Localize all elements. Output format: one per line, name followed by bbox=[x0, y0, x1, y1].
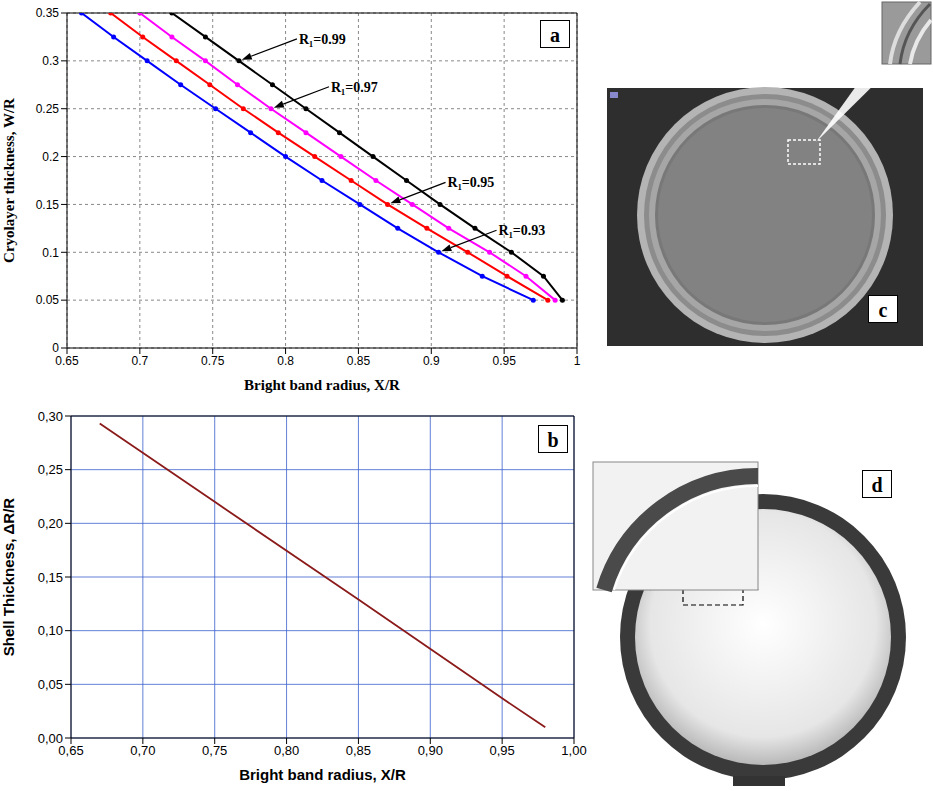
svg-text:0.9: 0.9 bbox=[423, 354, 440, 368]
svg-text:0.05: 0.05 bbox=[36, 293, 60, 307]
svg-text:0.65: 0.65 bbox=[55, 354, 79, 368]
svg-text:R₁=0.97: R₁=0.97 bbox=[331, 80, 378, 95]
svg-text:0,80: 0,80 bbox=[274, 743, 299, 758]
svg-text:0.8: 0.8 bbox=[277, 354, 294, 368]
svg-text:0.25: 0.25 bbox=[36, 102, 60, 116]
svg-text:R₁=0.95: R₁=0.95 bbox=[448, 175, 495, 190]
svg-text:0.15: 0.15 bbox=[36, 198, 60, 212]
svg-text:0.2: 0.2 bbox=[42, 150, 59, 164]
svg-text:0,30: 0,30 bbox=[38, 409, 63, 424]
html-text:c: c bbox=[878, 299, 888, 321]
svg-text:0.95: 0.95 bbox=[492, 354, 516, 368]
html-text:d: d bbox=[871, 474, 883, 496]
svg-text:Shell Thickness, ΔR/R: Shell Thickness, ΔR/R bbox=[0, 498, 17, 656]
svg-text:0,75: 0,75 bbox=[202, 743, 227, 758]
svg-text:1,00: 1,00 bbox=[561, 743, 586, 758]
svg-text:0.85: 0.85 bbox=[347, 354, 371, 368]
svg-text:0.3: 0.3 bbox=[42, 54, 59, 68]
html-text:b: b bbox=[547, 429, 559, 451]
svg-text:0,10: 0,10 bbox=[38, 623, 63, 638]
svg-text:Bright band radius, X/R: Bright band radius, X/R bbox=[239, 766, 406, 783]
svg-text:0,00: 0,00 bbox=[38, 731, 63, 746]
svg-text:0.7: 0.7 bbox=[132, 354, 149, 368]
svg-text:R₁=0.99: R₁=0.99 bbox=[299, 32, 346, 47]
svg-text:0,25: 0,25 bbox=[38, 462, 63, 477]
svg-text:0,15: 0,15 bbox=[38, 570, 63, 585]
svg-text:0,95: 0,95 bbox=[489, 743, 514, 758]
svg-text:R₁=0.93: R₁=0.93 bbox=[499, 223, 546, 238]
svg-text:Bright band radius, X/R: Bright band radius, X/R bbox=[244, 377, 400, 393]
html-text:a: a bbox=[550, 24, 560, 46]
svg-text:0.1: 0.1 bbox=[42, 246, 59, 260]
svg-text:0,65: 0,65 bbox=[58, 743, 84, 759]
svg-text:0: 0 bbox=[52, 341, 59, 355]
svg-text:1: 1 bbox=[574, 354, 581, 368]
svg-text:Cryolayer thickness, W/R: Cryolayer thickness, W/R bbox=[1, 98, 17, 263]
svg-text:0.75: 0.75 bbox=[201, 354, 225, 368]
svg-text:0,05: 0,05 bbox=[38, 677, 63, 692]
svg-text:0,70: 0,70 bbox=[130, 743, 155, 758]
svg-text:0,20: 0,20 bbox=[38, 516, 63, 531]
svg-text:0,85: 0,85 bbox=[346, 743, 371, 758]
svg-text:0.35: 0.35 bbox=[36, 6, 60, 20]
svg-text:0,90: 0,90 bbox=[418, 743, 443, 758]
